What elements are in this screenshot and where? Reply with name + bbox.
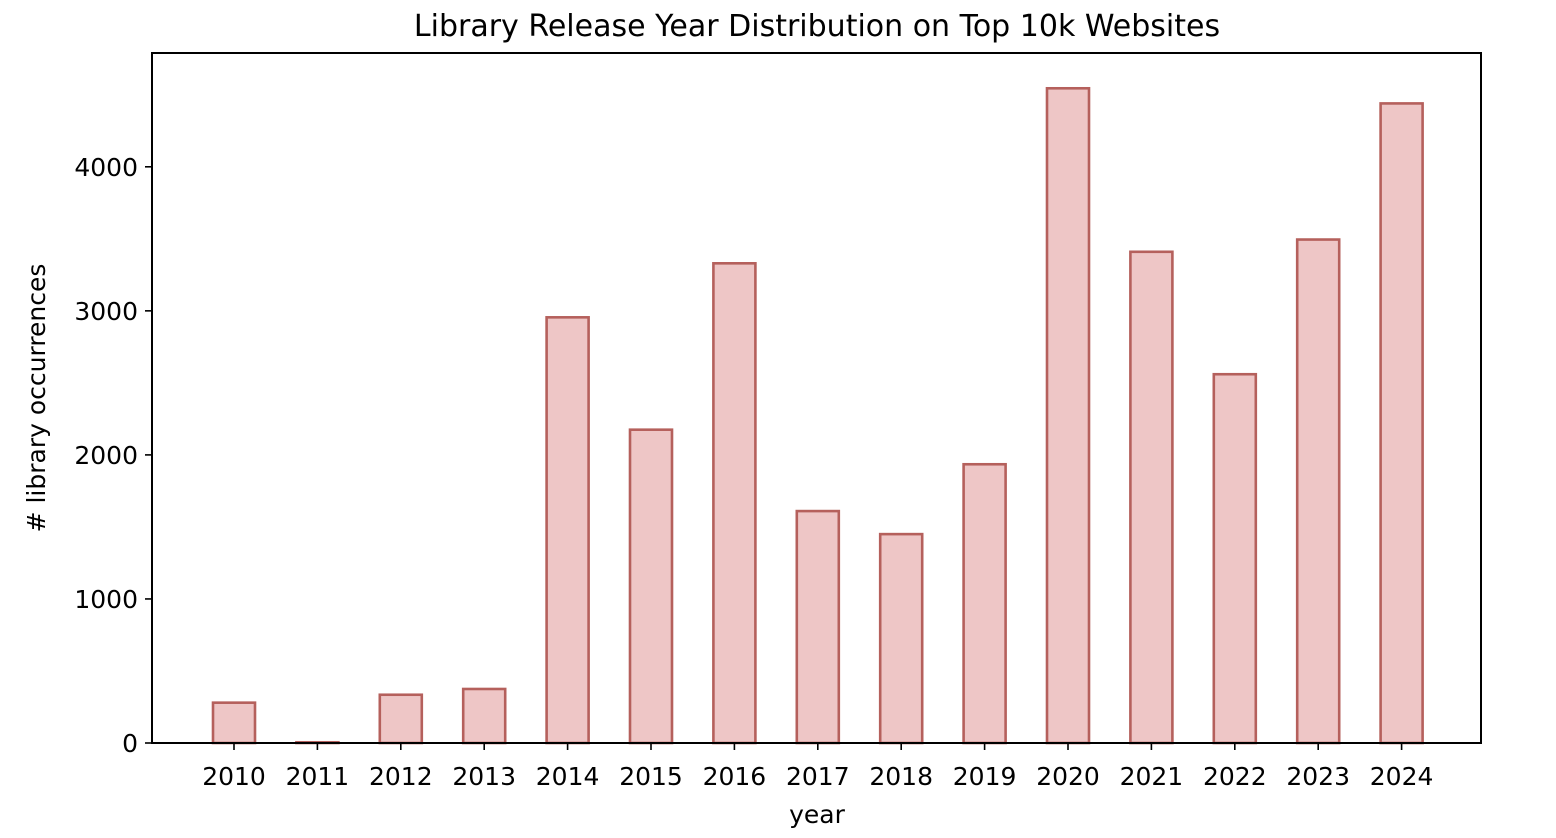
bar-2015 [628,428,674,745]
x-tick-label: 2018 [869,762,933,791]
x-tick-label: 2011 [286,762,350,791]
x-tick-label: 2022 [1203,762,1267,791]
y-tick-label: 1000 [74,585,138,614]
x-tick-label: 2024 [1370,762,1434,791]
bar-2020 [1045,86,1091,745]
x-tick-label: 2015 [619,762,683,791]
x-axis: 2010 2011 2012 2013 2014 2015 2016 2017 2018 2019… [202,743,1433,791]
y-tick-label: 3000 [74,297,138,326]
x-tick-label: 2010 [202,762,266,791]
y-tick-label: 0 [122,729,138,758]
plot-area-frame [151,52,1482,744]
bar-2022 [1212,372,1258,745]
y-axis: 0 1000 2000 3000 4000 [74,153,152,758]
bar-2013 [461,687,507,745]
x-tick-label: 2012 [369,762,433,791]
x-tick-label: 2013 [452,762,516,791]
x-axis-label: year [789,800,845,829]
bar-2014 [545,316,590,745]
bar-2023 [1295,238,1341,745]
y-tick-label: 4000 [74,153,138,182]
x-tick-label: 2016 [703,762,767,791]
y-tick-label: 2000 [74,441,138,470]
bar-2024 [1379,102,1424,745]
x-tick-label: 2021 [1120,762,1184,791]
bar-2017 [795,509,841,745]
x-tick-label: 2014 [536,762,600,791]
bars-group [211,86,1424,745]
bar-2021 [1129,250,1174,745]
bar-2012 [378,693,424,745]
bar-2010 [211,701,257,745]
chart-title: Library Release Year Distribution on Top… [414,9,1220,44]
x-tick-label: 2023 [1286,762,1350,791]
x-tick-label: 2020 [1036,762,1100,791]
x-tick-label: 2019 [953,762,1017,791]
x-tick-label: 2017 [786,762,850,791]
y-axis-label: # library occurrences [22,264,51,533]
bar-2016 [712,262,757,745]
bar-2018 [878,532,924,745]
bar-2019 [962,462,1007,745]
